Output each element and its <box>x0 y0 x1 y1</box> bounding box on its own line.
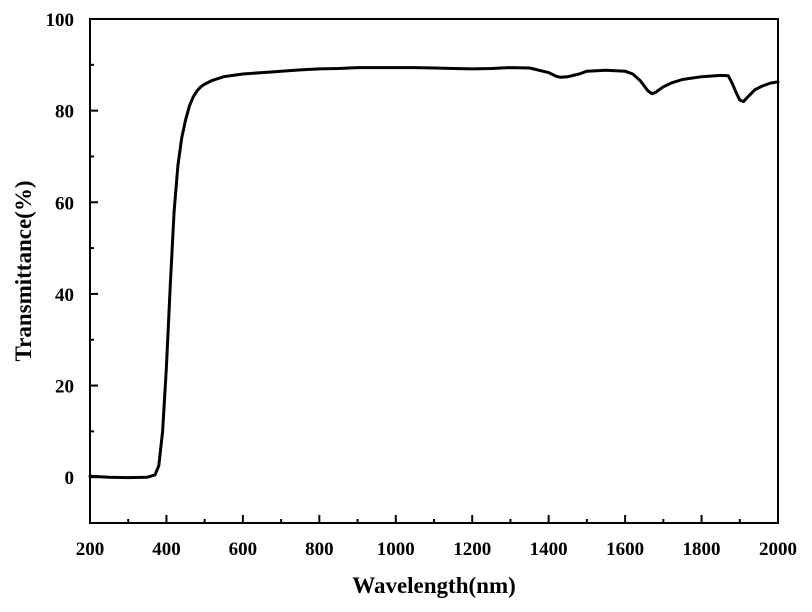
x-tick-labels: 200 400 600 800 1000 1200 1400 1600 1800 2000 <box>76 539 797 560</box>
x-tick-label: 1800 <box>683 539 721 560</box>
y-tick-label: 60 <box>55 193 74 214</box>
x-axis-title: Wavelength(nm) <box>352 573 516 598</box>
y-tick-label: 20 <box>55 377 74 398</box>
x-tick-label: 600 <box>229 539 258 560</box>
y-tick-label: 0 <box>65 468 75 489</box>
y-tick-label: 100 <box>46 10 75 31</box>
x-tick-label: 200 <box>76 539 105 560</box>
x-tick-label: 1200 <box>453 539 491 560</box>
x-tick-label: 400 <box>152 539 181 560</box>
x-tick-label: 1000 <box>377 539 415 560</box>
y-tick-labels: 0 20 40 60 80 100 <box>46 10 75 489</box>
x-tick-label: 1600 <box>606 539 644 560</box>
transmittance-series-line <box>88 66 780 480</box>
x-tick-label: 1400 <box>530 539 568 560</box>
x-tick-label: 2000 <box>759 539 797 560</box>
y-tick-label: 40 <box>55 285 74 306</box>
x-tick-label: 800 <box>305 539 334 560</box>
y-tick-label: 80 <box>55 102 74 123</box>
y-axis-title: Transmittance(%) <box>11 181 36 362</box>
axis-ticks <box>89 18 779 524</box>
